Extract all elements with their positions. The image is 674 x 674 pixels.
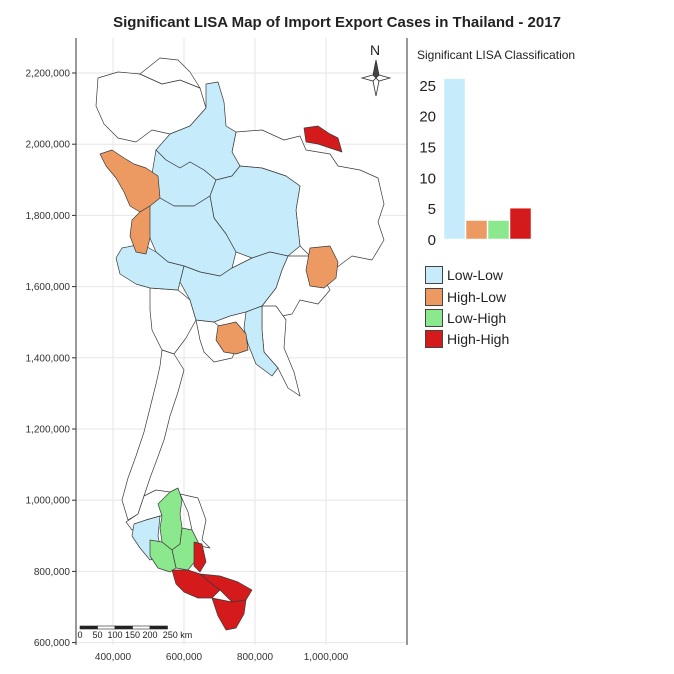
classification-bar-chart: 0 5 10 15 20 25 [419,78,532,249]
province-high-high-south-1 [171,569,221,599]
y-axis-ticks: 2,200,000 2,000,000 1,800,000 1,600,000 1,40… [26,69,76,649]
province-layer [95,57,385,631]
y-tick-label: 600,000 [34,638,71,649]
x-axis-ticks: 400,000 600,000 800,000 1,000,000 [95,652,349,663]
legend-item-high-high: High-High [425,330,509,348]
scale-bar-label: 0 [77,630,82,640]
compass-rose-icon [360,59,392,97]
north-arrow: N [360,42,392,97]
bar-y-tick-label: 5 [428,201,436,218]
scale-bar-segment [97,625,116,630]
y-tick-label: 1,000,000 [26,496,71,507]
scale-bar: 0 50 100 150 200 250 km [77,625,193,640]
map-title: Significant LISA Map of Import Export Ca… [113,14,561,31]
bar-y-tick-label: 20 [419,109,436,126]
bar-y-tick-label: 15 [419,139,436,156]
legend-title: Significant LISA Classification [417,48,576,62]
legend-swatch [425,288,443,306]
legend-item-low-high: Low-High [425,309,506,327]
legend-swatch [425,309,443,327]
scale-bar-label: 150 [125,630,140,640]
bar-y-tick-label: 0 [428,232,436,249]
province-high-low-central [215,321,249,355]
legend-swatch [425,266,443,284]
scale-bar-segment [149,625,168,630]
y-tick-label: 1,400,000 [26,353,71,364]
scale-bar-label: 50 [92,630,102,640]
scale-bar-label: 200 [142,630,157,640]
y-tick-label: 2,000,000 [26,140,71,151]
province-high-low-west [129,205,151,255]
scale-bar-segment [114,625,133,630]
province-high-high-south-3 [211,597,247,631]
province-high-high-north [303,125,343,153]
province-high-low-northeast [305,245,339,289]
bar-y-tick-label: 10 [419,170,436,187]
scale-bar-segment [132,625,151,630]
bar-y-tick-label: 25 [419,78,436,95]
y-tick-label: 2,200,000 [26,69,71,80]
province-low-low-south-central [179,251,289,323]
x-tick-label: 1,000,000 [304,652,349,663]
legend-label: Low-High [447,310,507,326]
north-arrow-label: N [370,42,380,58]
legend-label: High-High [447,331,510,347]
province-high-high-south-coast [193,541,207,573]
scale-bar-label: 250 km [163,630,193,640]
legend-swatch [425,330,443,348]
y-tick-label: 1,200,000 [26,425,71,436]
province-south-east-coast-white [179,493,211,549]
legend-item-high-low: High-Low [425,288,506,306]
map-gridlines [76,38,407,645]
bar-low-low [443,78,466,240]
bar-low-high [487,220,510,240]
x-tick-label: 600,000 [166,652,203,663]
province-low-low-west [115,243,185,291]
province-high-low-northwest [99,149,161,213]
legend-item-low-low: Low-Low [425,266,503,284]
legend-label: High-Low [447,289,507,305]
province-north-upper-white [139,57,201,89]
scale-bar-segment [79,625,98,630]
y-tick-label: 1,800,000 [26,211,71,222]
legend-label: Low-Low [447,267,504,283]
bar-chart-y-ticks: 0 5 10 15 20 25 [419,78,436,249]
x-tick-label: 800,000 [237,652,274,663]
province-central-west-white [149,287,197,355]
y-tick-label: 1,600,000 [26,282,71,293]
bar-high-high [509,207,532,240]
bar-chart-bars [443,78,532,240]
scale-bar-label: 100 [107,630,122,640]
y-tick-label: 800,000 [34,567,71,578]
legend-panel: Significant LISA Classification Low-Low … [417,48,667,348]
x-tick-label: 400,000 [95,652,132,663]
bar-high-low [465,220,488,240]
